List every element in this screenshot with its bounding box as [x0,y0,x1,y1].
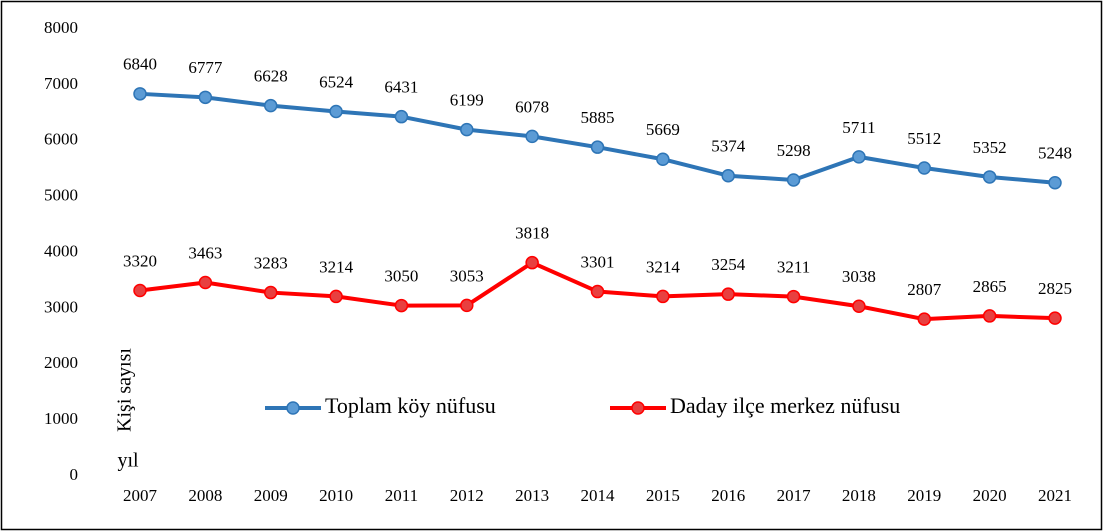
data-point [394,109,409,124]
data-label: 3818 [515,224,549,243]
y-axis-title: Kişi sayısı [114,348,136,432]
x-tick-label: 2016 [711,486,745,505]
data-point [721,168,735,183]
data-label: 5298 [777,141,811,160]
data-point [917,161,932,175]
data-label: 6199 [450,91,484,110]
data-point [721,287,735,301]
x-tick-label: 2015 [646,486,680,505]
legend-marker [631,401,645,415]
data-label: 3320 [123,251,157,270]
x-tick-label: 2017 [777,486,812,505]
data-point [656,152,670,166]
x-tick-label: 2013 [515,486,549,505]
data-label: 6840 [123,55,157,74]
data-point [525,255,539,270]
data-label: 2865 [973,277,1007,296]
x-tick-label: 2012 [450,486,484,505]
x-tick-label: 2011 [385,486,418,505]
data-point [329,289,343,304]
data-label: 3254 [711,255,746,274]
data-point [263,98,278,113]
x-axis-title: yıl [117,450,139,472]
data-point [656,289,670,304]
x-tick-label: 2009 [254,486,288,505]
data-label: 3463 [188,243,222,262]
data-point [198,275,213,290]
data-label: 5374 [711,137,746,156]
data-point [394,298,409,313]
data-label: 2807 [907,280,942,299]
x-tick-label: 2019 [907,486,941,505]
data-point [133,87,147,101]
data-label: 6524 [319,72,354,91]
x-tick-label: 2014 [581,486,616,505]
data-label: 5248 [1038,144,1072,163]
y-tick-label: 1000 [44,409,78,428]
data-label: 3301 [581,252,615,271]
data-label: 5885 [581,108,615,127]
y-tick-label: 5000 [44,186,78,205]
data-label: 3050 [384,266,418,285]
y-tick-label: 2000 [44,353,78,372]
y-tick-label: 7000 [44,74,78,93]
data-label: 3283 [254,253,288,272]
data-point [982,170,997,184]
data-label: 2825 [1038,279,1072,298]
data-point [786,289,801,304]
data-point [590,284,605,299]
x-tick-label: 2010 [319,486,353,505]
data-point [852,150,866,164]
data-label: 6777 [188,58,223,77]
x-tick-label: 2021 [1038,486,1072,505]
data-point [263,285,278,300]
data-point [460,298,474,313]
y-tick-label: 4000 [44,241,78,260]
data-label: 3053 [450,266,484,285]
data-point [1048,311,1062,325]
data-label: 6628 [254,67,288,86]
data-point [133,283,147,298]
data-point [786,173,801,187]
y-tick-label: 8000 [44,18,78,37]
data-label: 5669 [646,120,680,139]
data-point [1048,176,1062,190]
legend-label: Daday ilçe merkez nüfusu [670,393,900,418]
data-point [525,129,539,144]
legend-marker [286,401,300,415]
data-point [590,140,605,154]
data-label: 3214 [646,257,681,276]
x-tick-label: 2007 [123,486,158,505]
data-label: 3211 [777,257,810,276]
data-point [460,122,474,137]
data-point [852,299,866,314]
data-label: 3038 [842,267,876,286]
x-tick-label: 2020 [973,486,1007,505]
y-tick-label: 0 [70,465,79,484]
data-label: 5711 [842,118,875,137]
data-label: 5512 [907,129,941,148]
y-tick-label: 3000 [44,297,78,316]
data-point [329,104,343,119]
data-point [982,309,997,323]
y-tick-label: 6000 [44,130,78,149]
x-tick-label: 2008 [188,486,222,505]
data-point [917,312,932,326]
data-point [198,90,213,105]
data-label: 6431 [384,78,418,97]
x-tick-label: 2018 [842,486,876,505]
data-label: 5352 [973,138,1007,157]
data-label: 3214 [319,257,354,276]
data-label: 6078 [515,97,549,116]
legend-label: Toplam köy nüfusu [325,393,496,418]
